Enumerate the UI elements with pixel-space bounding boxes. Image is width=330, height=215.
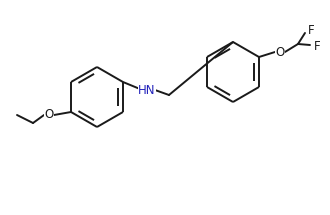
Text: F: F (314, 40, 321, 54)
Text: F: F (308, 23, 314, 37)
Text: O: O (45, 109, 54, 121)
Text: HN: HN (138, 83, 156, 97)
Text: O: O (275, 46, 284, 58)
